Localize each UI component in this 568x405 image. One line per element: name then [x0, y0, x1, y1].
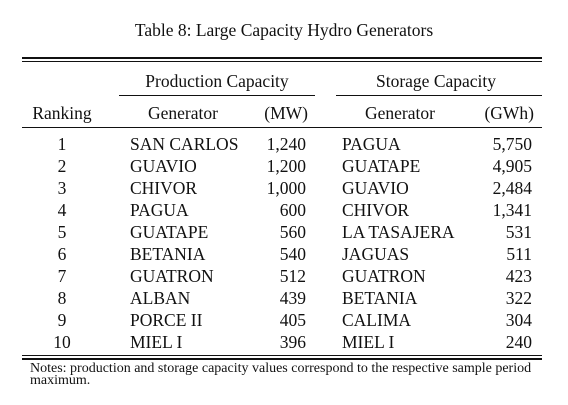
production-mw-cell: 1,000: [266, 178, 306, 198]
storage-capacity-header: Storage Capacity: [375, 71, 497, 91]
rank-cell: 5: [57, 222, 67, 242]
production-generator-cell: PORCE II: [130, 310, 203, 330]
storage-gwh-cell: 423: [505, 266, 532, 286]
production-generator-cell: MIEL I: [130, 332, 183, 352]
storage-generator-cell: BETANIA: [342, 288, 418, 308]
top-rule: [22, 57, 542, 59]
storage-generator-cell: PAGUA: [342, 134, 401, 154]
production-generator-cell: PAGUA: [130, 200, 189, 220]
production-mw-cell: 439: [279, 288, 306, 308]
storage-gwh-cell: 1,341: [492, 200, 532, 220]
rank-cell: 2: [57, 156, 67, 176]
ranking-header: Ranking: [32, 103, 92, 123]
production-mw-cell: 1,240: [266, 134, 306, 154]
table-notes: Notes: production and storage capacity v…: [30, 361, 532, 388]
production-mw-cell: 540: [279, 244, 306, 264]
storage-gwh-cell: 511: [506, 244, 532, 264]
production-generator-cell: GUATAPE: [130, 222, 209, 242]
storage-gwh-cell: 4,905: [492, 156, 532, 176]
storage-generator-cell: CHIVOR: [342, 200, 410, 220]
production-generator-header: Generator: [148, 103, 218, 123]
storage-generator-cell: JAGUAS: [342, 244, 410, 264]
storage-gwh-cell: 531: [505, 222, 532, 242]
rank-cell: 9: [57, 310, 67, 330]
production-group-rule: [119, 95, 315, 96]
production-unit-header: (MW): [264, 103, 308, 123]
storage-unit-header: (GWh): [484, 103, 534, 123]
production-generator-cell: SAN CARLOS: [130, 134, 239, 154]
storage-gwh-cell: 240: [505, 332, 532, 352]
storage-gwh-cell: 322: [505, 288, 532, 308]
production-generator-cell: BETANIA: [130, 244, 206, 264]
production-mw-cell: 1,200: [266, 156, 306, 176]
storage-generator-cell: GUATAPE: [342, 156, 421, 176]
production-generator-cell: CHIVOR: [130, 178, 198, 198]
production-mw-cell: 405: [279, 310, 306, 330]
rank-cell: 6: [57, 244, 67, 264]
bottom-rule-inner: [22, 358, 542, 360]
storage-generator-cell: GUAVIO: [342, 178, 409, 198]
production-mw-cell: 512: [279, 266, 306, 286]
storage-gwh-cell: 2,484: [492, 178, 532, 198]
production-generator-cell: ALBAN: [130, 288, 191, 308]
rank-cell: 1: [57, 134, 67, 154]
production-generator-cell: GUATRON: [130, 266, 214, 286]
production-mw-cell: 396: [279, 332, 306, 352]
production-mw-cell: 600: [279, 200, 306, 220]
storage-generator-cell: CALIMA: [342, 310, 412, 330]
rank-cell: 10: [53, 332, 71, 352]
storage-generator-cell: MIEL I: [342, 332, 395, 352]
storage-generator-header: Generator: [365, 103, 435, 123]
rank-cell: 7: [57, 266, 67, 286]
header-rule: [22, 127, 542, 128]
rank-cell: 3: [57, 178, 67, 198]
storage-generator-cell: GUATRON: [342, 266, 426, 286]
storage-gwh-cell: 304: [505, 310, 532, 330]
storage-generator-cell: LA TASAJERA: [342, 222, 455, 242]
storage-group-rule: [336, 95, 542, 96]
rank-cell: 8: [57, 288, 67, 308]
bottom-rule: [22, 355, 542, 356]
top-rule-inner: [22, 61, 542, 62]
production-generator-cell: GUAVIO: [130, 156, 197, 176]
production-mw-cell: 560: [279, 222, 306, 242]
storage-gwh-cell: 5,750: [492, 134, 532, 154]
table-caption: Table 8: Large Capacity Hydro Generators: [134, 20, 434, 40]
production-capacity-header: Production Capacity: [145, 71, 289, 91]
rank-cell: 4: [57, 200, 67, 220]
